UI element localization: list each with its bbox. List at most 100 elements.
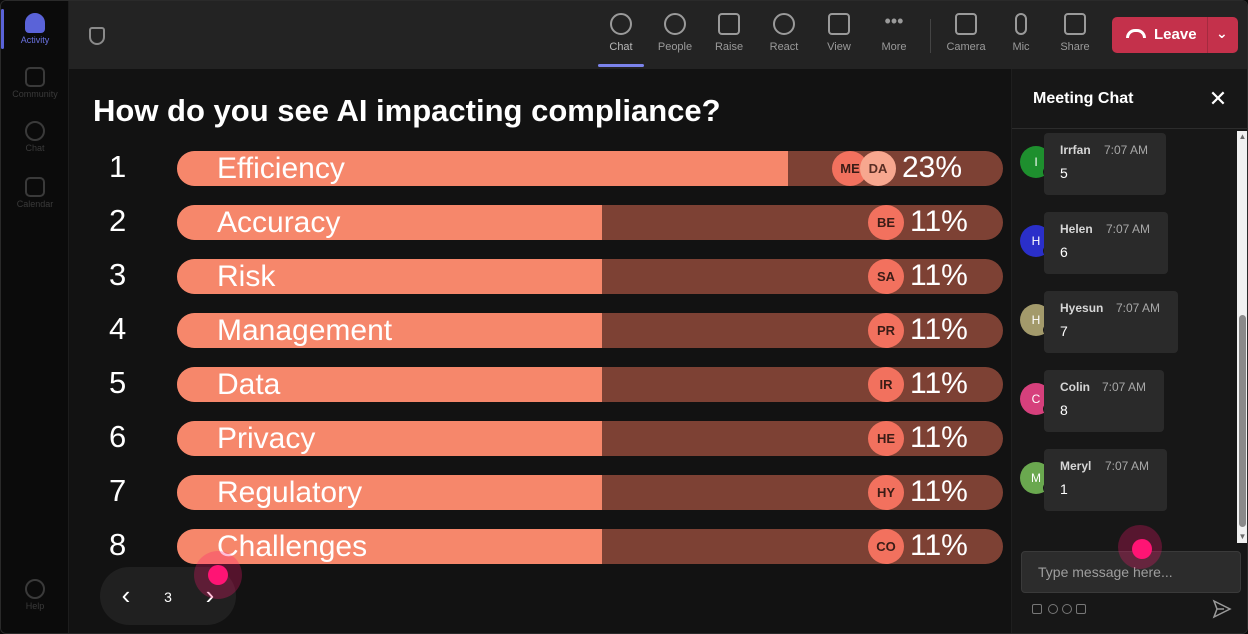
- message-text: 7: [1060, 323, 1068, 339]
- format-icon[interactable]: [1032, 604, 1042, 614]
- rail-item-activity[interactable]: Activity: [1, 13, 69, 45]
- rail-item-help[interactable]: Help: [1, 579, 69, 611]
- message-bubble[interactable]: Meryl 7:07 AM 1: [1044, 449, 1167, 511]
- option-label: Regulatory: [217, 476, 363, 509]
- raise-hand-button[interactable]: Raise: [703, 11, 755, 53]
- message-text: 1: [1060, 481, 1068, 497]
- shield-icon: [89, 27, 105, 45]
- grid-icon: [828, 13, 850, 35]
- result-bar-fill: [177, 151, 788, 186]
- option-number: 1: [109, 149, 127, 184]
- poll-option-row: 2 Accuracy BE 11%: [69, 203, 1011, 243]
- active-indicator: [1, 9, 4, 49]
- mic-button[interactable]: Mic: [995, 11, 1047, 53]
- click-indicator: [1118, 525, 1162, 569]
- more-button[interactable]: ••• More: [868, 11, 920, 53]
- scroll-down-icon[interactable]: ▼: [1238, 532, 1247, 541]
- message-bubble[interactable]: Helen 7:07 AM 6: [1044, 212, 1168, 274]
- rail-item-calendar[interactable]: Calendar: [1, 177, 69, 209]
- mic-icon: [1015, 13, 1027, 35]
- share-button[interactable]: Share: [1049, 11, 1101, 53]
- view-button[interactable]: View: [813, 11, 865, 53]
- poll-option-row: 6 Privacy HE 11%: [69, 419, 1011, 459]
- phone-hangup-icon: [1126, 29, 1146, 38]
- poll-option-row: 7 Regulatory HY 11%: [69, 473, 1011, 513]
- chat-title: Meeting Chat: [1033, 90, 1134, 107]
- poll-option-row: 1 Efficiency ME DA 23%: [69, 149, 1011, 189]
- camera-button[interactable]: Camera: [940, 11, 992, 53]
- rail-item-label: Chat: [25, 143, 45, 153]
- option-label: Challenges: [217, 530, 368, 563]
- send-icon[interactable]: [1212, 599, 1232, 619]
- message-bubble[interactable]: Colin 7:07 AM 8: [1044, 370, 1164, 432]
- voter-avatar: SA: [868, 259, 904, 294]
- poll-option-row: 3 Risk SA 11%: [69, 257, 1011, 297]
- chevron-right-icon[interactable]: ›: [205, 580, 215, 610]
- rail-item-label: Community: [12, 89, 58, 99]
- voter-avatar: HE: [868, 421, 904, 456]
- option-label: Data: [217, 368, 281, 401]
- smiley-icon: [773, 13, 795, 35]
- option-number: 6: [109, 419, 127, 454]
- chat-icon: [25, 121, 45, 141]
- voter-avatar: HY: [868, 475, 904, 510]
- option-number: 4: [109, 311, 127, 346]
- chat-header: Meeting Chat ✕: [1012, 69, 1247, 129]
- meeting-chat-panel: Meeting Chat ✕ I Irrfan 7:07 AM 5 H Helen 7:07…: [1011, 69, 1247, 633]
- result-bar-fill: [177, 475, 602, 510]
- tool-label: People: [657, 41, 693, 53]
- rail-item-chat[interactable]: Chat: [1, 121, 69, 153]
- chevron-down-icon[interactable]: ⌄: [1216, 25, 1228, 41]
- option-label: Accuracy: [217, 206, 341, 239]
- chevron-left-icon[interactable]: ‹: [121, 580, 131, 610]
- option-label: Efficiency: [217, 152, 345, 185]
- scroll-up-icon[interactable]: ▲: [1238, 132, 1247, 141]
- option-percent: 11%: [910, 367, 968, 400]
- voter-avatar: PR: [868, 313, 904, 348]
- chat-message-input[interactable]: [1021, 551, 1241, 593]
- tool-label: Chat: [609, 41, 633, 53]
- chat-scrollbar[interactable]: ▲ ▼: [1237, 131, 1247, 543]
- sender-name: Irrfan: [1060, 143, 1091, 157]
- toolbar-divider: [930, 19, 931, 53]
- bell-icon: [25, 13, 45, 33]
- people-button[interactable]: People: [649, 11, 701, 53]
- option-number: 3: [109, 257, 127, 292]
- rail-item-community[interactable]: Community: [1, 67, 69, 99]
- message-bubble[interactable]: Hyesun 7:07 AM 7: [1044, 291, 1178, 353]
- option-percent: 11%: [910, 421, 968, 454]
- emoji-icon[interactable]: [1062, 604, 1072, 614]
- option-percent: 11%: [910, 313, 968, 346]
- gif-icon[interactable]: [1076, 604, 1086, 614]
- app-rail: Activity Community Chat Calendar Help: [1, 1, 69, 633]
- result-bar: Challenges CO 11%: [177, 529, 1003, 564]
- voter-avatar: CO: [868, 529, 904, 564]
- close-icon[interactable]: ✕: [1208, 86, 1228, 111]
- option-label: Privacy: [217, 422, 316, 455]
- attach-icon[interactable]: [1048, 604, 1058, 614]
- page-number: 3: [164, 589, 172, 605]
- message-time: 7:07 AM: [1106, 222, 1151, 236]
- chat-button[interactable]: Chat: [595, 11, 647, 53]
- scroll-thumb[interactable]: [1239, 315, 1246, 527]
- leave-button[interactable]: Leave ⌄: [1112, 17, 1238, 53]
- sender-name: Hyesun: [1060, 301, 1104, 315]
- calendar-icon: [25, 177, 45, 197]
- message-bubble[interactable]: Irrfan 7:07 AM 5: [1044, 133, 1166, 195]
- option-percent: 11%: [910, 259, 968, 292]
- meeting-toolbar: Chat People Raise React View ••• More Ca…: [69, 1, 1247, 69]
- message-time: 7:07 AM: [1116, 301, 1161, 315]
- result-bar: Data IR 11%: [177, 367, 1003, 402]
- result-bar-fill: [177, 421, 602, 456]
- tool-label: View: [827, 41, 851, 53]
- sender-name: Helen: [1060, 222, 1093, 236]
- message-time: 7:07 AM: [1105, 459, 1150, 473]
- leave-divider: [1207, 17, 1208, 53]
- react-button[interactable]: React: [758, 11, 810, 53]
- option-percent: 11%: [910, 529, 968, 562]
- result-bar-fill: [177, 259, 602, 294]
- option-label: Risk: [217, 260, 276, 293]
- tool-label: Raise: [714, 41, 744, 53]
- hand-icon: [718, 13, 740, 35]
- message-time: 7:07 AM: [1104, 143, 1149, 157]
